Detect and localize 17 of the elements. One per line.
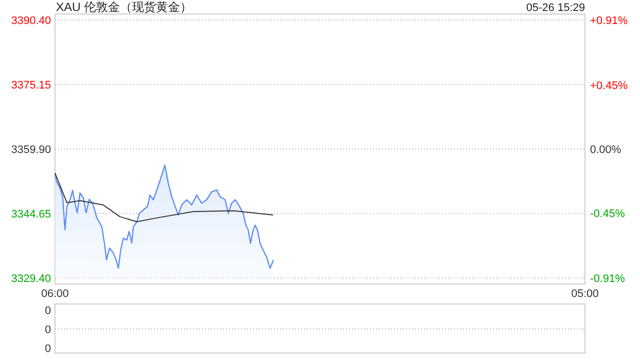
y-tick-label: 3344.65: [11, 208, 51, 220]
y2-tick-label: 0.00%: [590, 144, 622, 156]
y-tick-label: 3390.40: [11, 15, 51, 27]
x-tick-label: 06:00: [41, 288, 69, 300]
text: 0: [44, 324, 51, 336]
chart-subtitle: 05-26 15:29: [526, 2, 585, 14]
y2-tick-label: -0.91%: [590, 273, 626, 285]
chart-title: XAU 伦敦金（现货黄金）: [56, 0, 192, 14]
text: 0: [44, 343, 51, 355]
y2-tick-label: -0.45%: [590, 208, 626, 220]
y2-tick-label: +0.45%: [590, 80, 628, 92]
x-tick-label: 05:00: [571, 288, 599, 300]
y-tick-label: 3375.15: [11, 80, 51, 92]
y-tick-label: 3329.40: [11, 273, 51, 285]
y-tick-label: 3359.90: [11, 144, 51, 156]
y2-tick-label: +0.91%: [590, 15, 628, 27]
text: 0: [44, 305, 51, 317]
